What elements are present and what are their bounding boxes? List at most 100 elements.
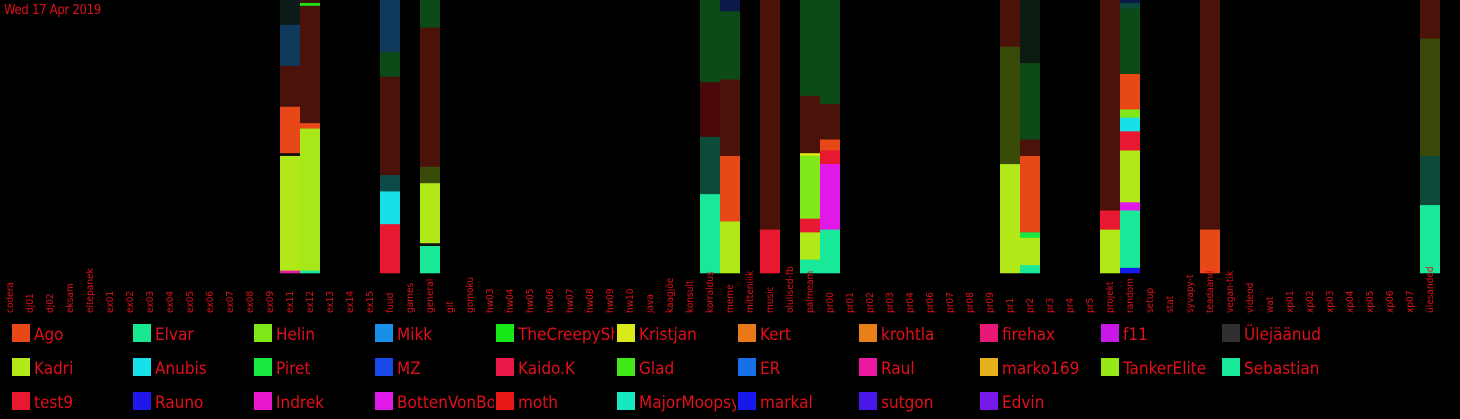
legend-swatch (980, 392, 998, 410)
x-tick-label: random (1125, 278, 1136, 313)
x-tick-label: videod (1245, 283, 1256, 313)
bar-segment (1020, 232, 1040, 238)
x-tick-label: hw09 (605, 288, 616, 313)
bar-korraldus (700, 0, 720, 274)
x-tick-label: hw07 (565, 288, 576, 313)
legend-swatch (496, 358, 514, 376)
x-tick-label: xp04 (1345, 290, 1356, 313)
legend-label: Piret (276, 359, 310, 379)
x-tick-label: korraldus (705, 271, 716, 313)
legend-swatch (254, 358, 272, 376)
bar-segment (380, 76, 400, 176)
x-tick-label: pr09 (985, 292, 996, 313)
legend-item: sutgon (859, 392, 933, 413)
bar-ex12 (300, 0, 320, 274)
bar-segment (1120, 0, 1140, 4)
bar-segment (1020, 264, 1040, 274)
bar-segment (720, 0, 740, 12)
bar-segment (800, 0, 820, 96)
x-tick-label: syvapy-t (1185, 274, 1196, 313)
bar-segment (380, 223, 400, 274)
legend-label: test9 (34, 393, 73, 413)
x-tick-label: xp06 (1385, 290, 1396, 313)
bar-projekt (1100, 0, 1120, 274)
bar-segment (820, 139, 840, 151)
legend-item: Piret (254, 358, 310, 379)
bar-segment (1120, 210, 1140, 268)
bar-segment (420, 242, 440, 246)
bar-segment (300, 5, 320, 124)
x-tick-label: projekt (1105, 281, 1116, 313)
legend-swatch (254, 324, 272, 342)
x-tick-label: hw10 (625, 288, 636, 313)
bar-segment (1020, 0, 1040, 64)
legend-item: Kaido.K (496, 358, 576, 379)
x-tick-label: ex06 (205, 291, 216, 313)
x-tick-label: games (405, 282, 416, 313)
bar-teadaand (1200, 0, 1220, 274)
legend-swatch (133, 324, 151, 342)
legend-swatch (738, 358, 756, 376)
x-tick-label: pr1 (1005, 298, 1016, 313)
bar-segment (300, 122, 320, 129)
bar-segment (1120, 73, 1140, 110)
bar-segment (420, 27, 440, 167)
legend-swatch (1101, 358, 1119, 376)
bar-segment (1420, 38, 1440, 156)
legend-label: Kadri (34, 359, 73, 379)
x-tick-label: xp07 (1405, 291, 1416, 313)
bar-segment (1020, 62, 1040, 140)
legend-item: Raul (859, 358, 915, 379)
legend-label: Raul (881, 359, 915, 379)
bar-music (760, 0, 780, 274)
legend-item: f11 (1101, 324, 1148, 345)
legend-item: Edvin (980, 392, 1044, 413)
legend-label: f11 (1123, 325, 1148, 345)
x-tick-label: ex14 (345, 291, 356, 313)
x-tick-label: ex03 (145, 291, 156, 313)
legend-item: Elvar (133, 324, 194, 345)
bar-segment (1100, 210, 1120, 230)
legend-swatch (133, 358, 151, 376)
legend-label: MZ (397, 359, 421, 379)
legend-swatch (12, 324, 30, 342)
legend-swatch (859, 358, 877, 376)
bar-segment (1000, 163, 1020, 274)
x-tick-label: ex12 (305, 291, 316, 313)
legend-swatch (375, 392, 393, 410)
x-tick-label: java (645, 294, 656, 314)
date-label: Wed 17 Apr 2019 (4, 3, 101, 18)
x-tick-label: ex09 (265, 291, 276, 313)
x-tick-label: ex01 (105, 291, 116, 313)
legend-label: Edvin (1002, 393, 1044, 413)
bar-segment (1020, 237, 1040, 266)
legend-label: firehax (1002, 325, 1055, 345)
bar-segment (380, 51, 400, 77)
bar-segment (1120, 150, 1140, 203)
legend-swatch (375, 324, 393, 342)
legend-label: Ago (34, 325, 64, 345)
bar-segment (420, 0, 440, 28)
legend-item: krohtla (859, 324, 934, 345)
bar-segment (800, 232, 820, 260)
bar-segment (300, 0, 320, 4)
legend-swatch (1222, 358, 1240, 376)
x-tick-label: eksam (65, 283, 76, 313)
legend-label: TheCreepySh (517, 325, 620, 345)
legend-item: Sebastian (1222, 358, 1320, 379)
bar-segment (1020, 139, 1040, 156)
legend-item: Kristjan (617, 324, 697, 345)
legend-swatch (980, 358, 998, 376)
x-tick-label: music (765, 286, 776, 313)
x-tick-label: xp05 (1365, 291, 1376, 313)
bar-segment (280, 24, 300, 66)
bar-segment (1200, 0, 1220, 230)
bar-segment (300, 128, 320, 271)
x-tick-label: gomoku (465, 277, 476, 313)
legend-swatch (496, 324, 514, 342)
legend-item: MZ (375, 358, 421, 379)
legend-label: moth (518, 393, 558, 413)
bar-segment (300, 2, 320, 6)
x-tick-label: pr06 (925, 292, 936, 313)
